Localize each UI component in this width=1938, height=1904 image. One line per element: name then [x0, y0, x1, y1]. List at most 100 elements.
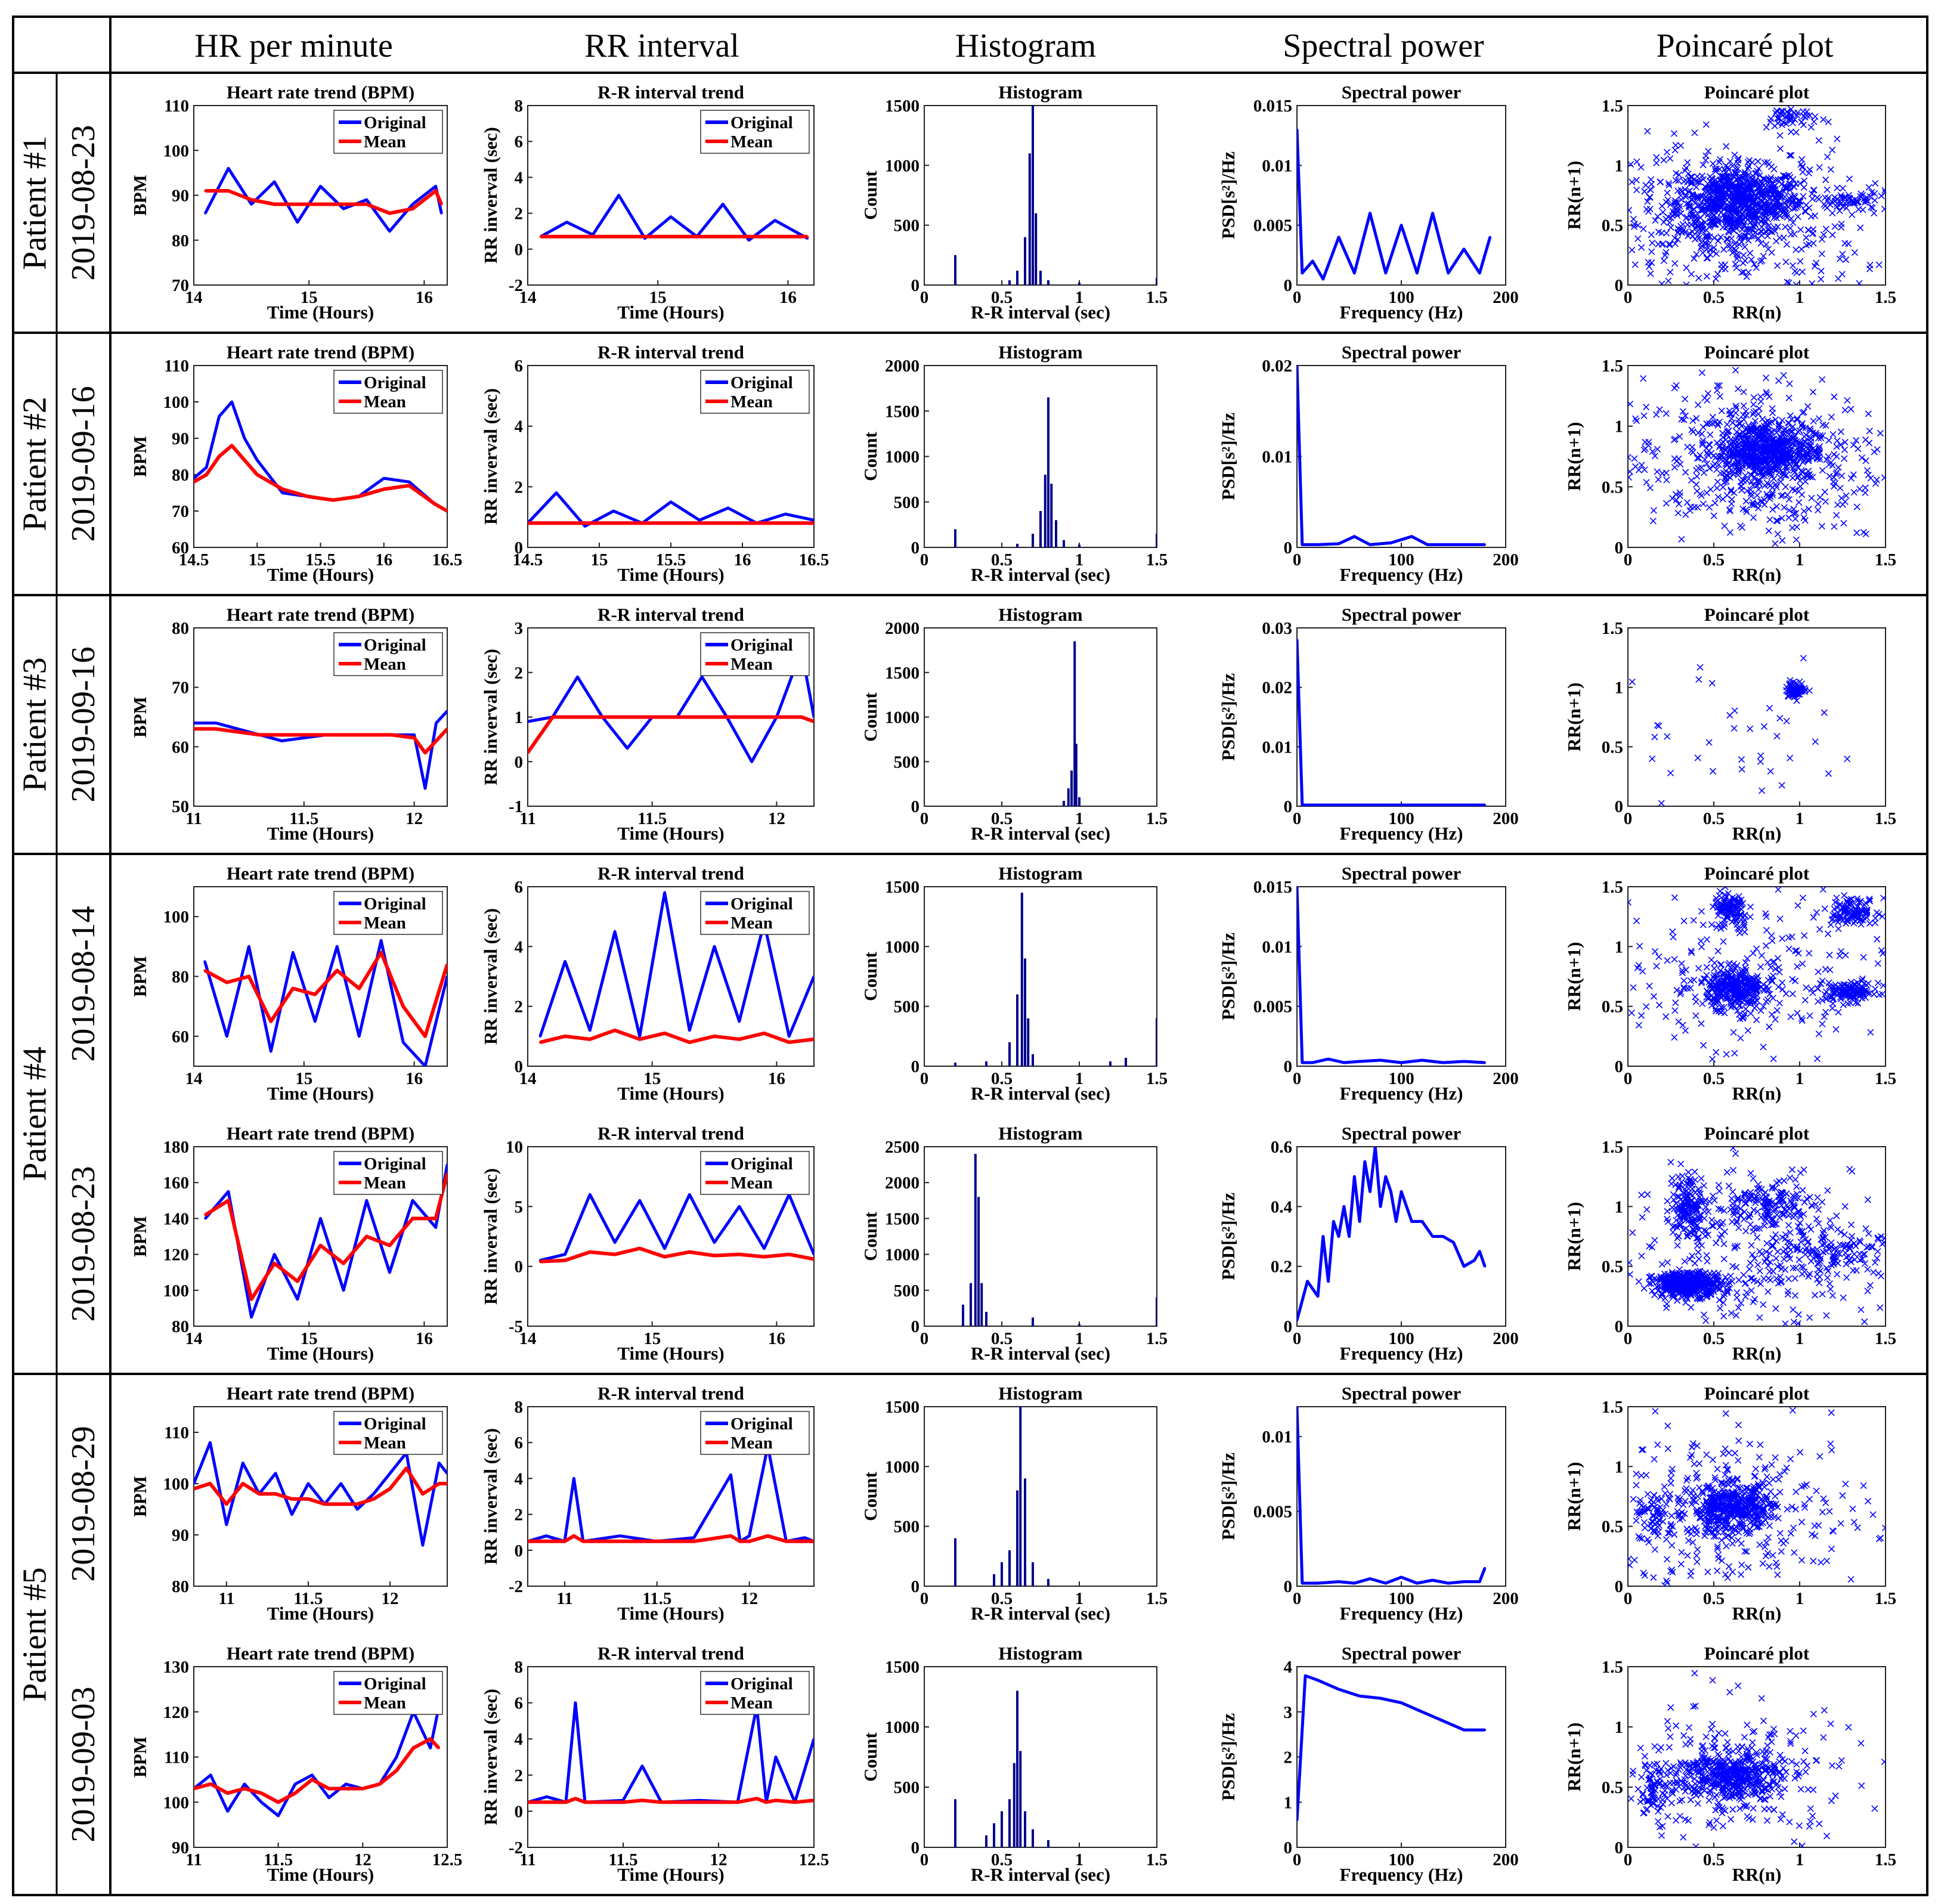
data-point [763, 1255, 766, 1258]
y-tick-label: -5 [509, 1317, 523, 1336]
column-header: RR interval [584, 27, 739, 64]
x-tick-label: 0.5 [991, 809, 1013, 828]
chart-title: Histogram [998, 863, 1082, 884]
x-axis-label: Frequency (Hz) [1340, 1603, 1463, 1624]
data-point [380, 939, 383, 942]
data-point [641, 1764, 643, 1767]
x-tick-label: 0 [1624, 1329, 1633, 1348]
data-point [750, 760, 753, 763]
chart-title: Histogram [998, 1643, 1082, 1664]
data-point [738, 1038, 741, 1041]
x-tick-label: 0 [920, 1589, 929, 1608]
chart-panel-poincare: Poincaré plot 0 0.5 1 1.5 0 0.5 1 1.5 RR(n) RR(n+1… [1564, 342, 1896, 585]
y-axis-label: RR inverval (sec) [480, 1689, 501, 1825]
plot-area [954, 893, 1157, 1066]
data-point [395, 1756, 398, 1759]
y-tick-label: 0 [1615, 1317, 1624, 1336]
y-tick-label: 0 [1284, 1577, 1293, 1596]
legend-box [700, 1411, 810, 1455]
data-point [424, 751, 427, 754]
x-tick-label: 11.5 [293, 1589, 323, 1608]
axes-box [1296, 1666, 1506, 1848]
y-tick-label: 1 [1615, 937, 1624, 956]
data-point [357, 495, 360, 498]
y-tick-label: 1000 [885, 448, 920, 467]
plot-area [1628, 367, 1886, 547]
data-point [813, 1540, 814, 1543]
data-point [813, 1799, 814, 1802]
y-axis-label: PSD[s²]/Hz [1218, 413, 1239, 500]
y-tick-label: 0 [515, 1057, 524, 1076]
data-point [391, 733, 394, 736]
chart-panel-hr: Heart rate trend (BPM) 11 11.5 12 12.5 90 100 1… [129, 1643, 462, 1885]
data-point [1442, 1061, 1444, 1064]
histogram-bar [954, 1062, 956, 1066]
histogram-bar [954, 255, 956, 285]
chart-title: Histogram [998, 342, 1082, 363]
data-point [194, 1787, 195, 1790]
series-line-original [528, 1444, 814, 1543]
data-point [638, 1035, 641, 1038]
x-tick-label: 200 [1493, 809, 1519, 828]
y-tick-label: 500 [894, 1778, 920, 1797]
series-line-original [194, 1707, 441, 1818]
data-point [589, 1038, 592, 1041]
x-tick-label: 16.5 [432, 550, 463, 569]
chart-title: Poincaré plot [1704, 82, 1810, 103]
data-point [429, 1738, 432, 1741]
data-point [651, 716, 654, 719]
data-point [1426, 543, 1429, 546]
y-tick-label: 3 [1284, 1703, 1293, 1722]
chart-title: Poincaré plot [1704, 604, 1810, 625]
x-tick-label: 14 [185, 1329, 203, 1348]
x-tick-label: 1 [1075, 1329, 1084, 1348]
x-tick-label: 11 [556, 1589, 572, 1608]
data-point [365, 1199, 368, 1202]
x-axis-label: RR(n) [1732, 1864, 1782, 1885]
column-header: Histogram [955, 27, 1096, 64]
data-point [1484, 1566, 1486, 1569]
data-point [670, 235, 672, 238]
data-point [1447, 271, 1450, 274]
chart-panel-rr: R-R interval trend 14.5 15 15.5 16 16.5 0 2 4 6 Ti… [480, 342, 829, 585]
x-tick-label: 12.5 [432, 1850, 463, 1869]
data-point [576, 716, 579, 719]
data-point [670, 215, 672, 218]
data-point [280, 739, 283, 742]
data-point [242, 1462, 244, 1465]
x-axis-label: R-R interval (sec) [971, 1864, 1110, 1885]
data-point [544, 1540, 547, 1543]
patient-label: Patient #4 [17, 1047, 54, 1181]
y-tick-label: 100 [163, 1475, 190, 1494]
data-point [1321, 277, 1324, 280]
data-point [281, 491, 284, 494]
histogram-bar [1063, 540, 1065, 547]
plot-area [1063, 641, 1081, 806]
data-point [395, 1769, 398, 1772]
legend-label-mean: Mean [730, 914, 773, 933]
x-tick-label: 15 [295, 1069, 312, 1088]
x-tick-label: 0 [920, 550, 929, 569]
x-axis-label: Time (Hours) [267, 302, 374, 323]
data-point [663, 891, 666, 894]
data-point [584, 525, 586, 528]
data-point [785, 1540, 788, 1543]
data-point [307, 495, 309, 498]
y-tick-label: 0 [911, 1577, 920, 1596]
data-point [296, 1280, 299, 1283]
series-line-original [540, 194, 809, 242]
series-line-original [194, 1441, 447, 1547]
x-tick-label: 14 [519, 1069, 537, 1088]
data-point [729, 1473, 732, 1476]
data-point [339, 1503, 342, 1506]
y-tick-label: 0.015 [1253, 878, 1292, 897]
y-tick-label: 60 [172, 738, 189, 757]
data-point [342, 1289, 345, 1292]
series-line-mean [194, 444, 447, 513]
chart-title: Heart rate trend (BPM) [227, 1123, 414, 1144]
data-point [1353, 271, 1356, 274]
data-point [584, 522, 586, 525]
histogram-bar [1032, 1317, 1034, 1326]
chart-panel-rr: R-R interval trend 14 15 16 -2 0 2 4 6 8 Time (Hou… [480, 82, 815, 323]
plot-area [194, 400, 447, 513]
